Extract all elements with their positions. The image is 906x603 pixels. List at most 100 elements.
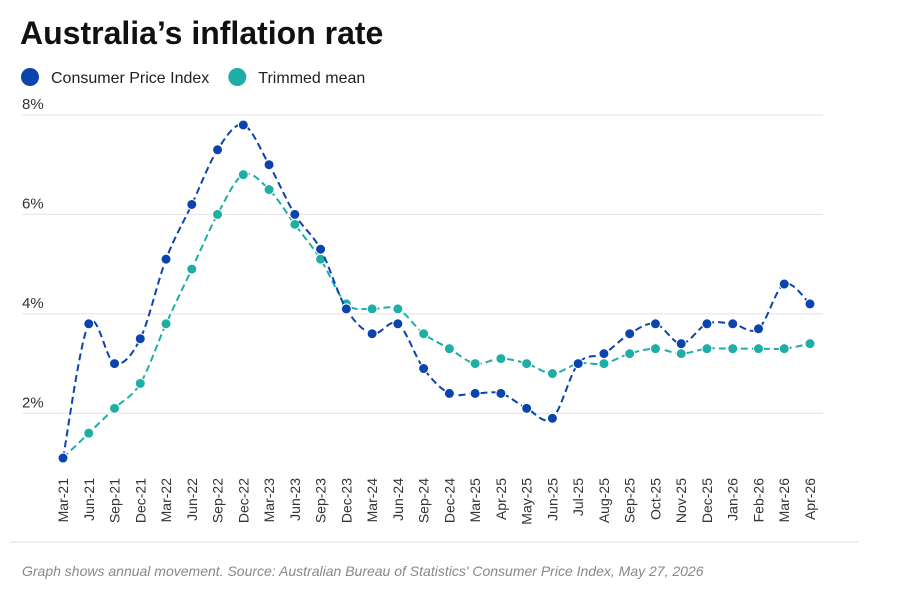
x-tick-label: Mar-25 [467,478,483,523]
data-point [675,338,687,350]
data-point [263,159,275,171]
x-tick-label: Dec-25 [699,478,715,523]
data-point [778,278,790,290]
data-point [598,348,610,360]
data-point [212,144,224,156]
x-tick-label: Mar-22 [158,478,174,523]
data-point [392,303,404,315]
data-point [649,343,661,355]
data-point [469,387,481,399]
data-point [160,318,172,330]
data-point [366,303,378,315]
data-point [624,348,636,360]
data-point [418,328,430,340]
series-line [62,123,811,459]
data-point [701,343,713,355]
x-tick-label: Sep-23 [313,478,329,523]
data-point [418,363,430,375]
x-tick-label: Jun-25 [544,478,560,521]
data-point [546,368,558,380]
data-point [778,343,790,355]
x-tick-label: Jan-26 [725,478,741,521]
x-tick-label: Aug-25 [596,478,612,523]
data-point [237,169,249,181]
x-tick-label: Mar-26 [776,478,792,523]
data-point [469,358,481,370]
data-point [521,402,533,414]
y-tick-label: 8% [22,96,44,113]
y-tick-label: 2% [22,394,44,411]
data-point [521,358,533,370]
data-point [366,328,378,340]
data-point [392,318,404,330]
data-point [752,323,764,335]
x-tick-label: Dec-21 [132,478,148,523]
x-tick-label: Jul-25 [570,478,586,516]
data-point [160,253,172,265]
data-point [289,208,301,220]
x-tick-label: Oct-25 [647,478,663,520]
data-point [57,452,69,464]
data-point [495,353,507,365]
data-point [315,243,327,255]
x-tick-label: Jun-22 [184,478,200,521]
footnote: Graph shows annual movement. Source: Aus… [22,563,704,579]
series-line [62,172,811,459]
chart-title: Australia’s inflation rate [20,15,383,51]
x-tick-label: Sep-24 [416,478,432,523]
data-point [83,427,95,439]
x-tick-label: Dec-22 [235,478,251,523]
x-tick-label: Jun-24 [390,478,406,521]
y-tick-label: 6% [22,195,44,212]
data-point [624,328,636,340]
legend-label: Trimmed mean [258,70,365,87]
data-point [340,303,352,315]
data-point [289,218,301,230]
data-point [546,412,558,424]
x-tick-label: Feb-26 [750,478,766,523]
x-tick-label: Sep-22 [210,478,226,523]
legend-label: Consumer Price Index [51,70,209,87]
data-point [134,377,146,389]
data-point [186,198,198,210]
data-point [443,387,455,399]
x-tick-label: Apr-26 [802,478,818,520]
data-point [804,338,816,350]
data-point [212,208,224,220]
data-point [804,298,816,310]
data-point [598,358,610,370]
data-point [572,358,584,370]
x-tick-label: Dec-23 [338,478,354,523]
x-tick-label: Mar-23 [261,478,277,523]
x-tick-label: Mar-21 [55,478,71,523]
x-tick-label: Mar-24 [364,478,380,523]
data-point [109,358,121,370]
data-point [701,318,713,330]
data-point [134,333,146,345]
data-point [83,318,95,330]
x-tick-label: May-25 [519,478,535,525]
x-tick-label: Sep-25 [622,478,638,523]
legend-marker [21,68,39,86]
data-point [495,387,507,399]
data-point [109,402,121,414]
x-tick-label: Jun-21 [81,478,97,521]
data-point [727,343,739,355]
data-point [649,318,661,330]
data-point [675,348,687,360]
data-point [186,263,198,275]
legend-marker [228,68,247,86]
x-tick-label: Apr-25 [493,478,509,520]
y-tick-label: 4% [22,295,44,312]
data-point [727,318,739,330]
data-point [263,184,275,196]
x-tick-label: Jun-23 [287,478,303,521]
x-tick-label: Sep-21 [107,478,123,523]
data-point [443,343,455,355]
data-point [315,253,327,265]
x-tick-label: Nov-25 [673,478,689,523]
x-tick-label: Dec-24 [441,478,457,523]
data-point [237,119,249,131]
data-point [752,343,764,355]
